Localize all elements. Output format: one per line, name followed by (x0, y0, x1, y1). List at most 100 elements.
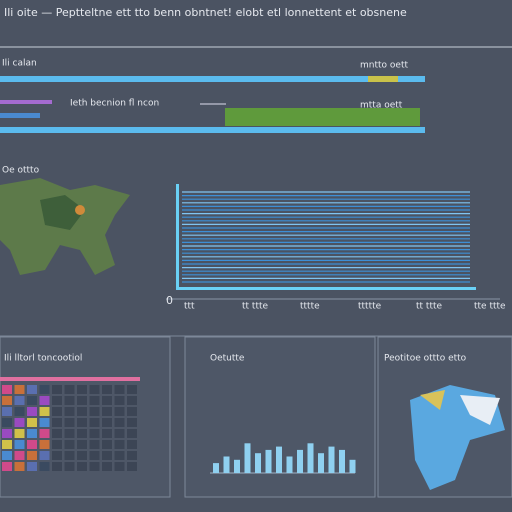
heat-cell (64, 462, 75, 471)
heat-cell (64, 418, 75, 427)
heat-cell (114, 385, 125, 394)
axis (176, 184, 179, 290)
row-label: Ili calan (2, 59, 37, 69)
origin-label: 0 (166, 294, 173, 307)
x-label: ttt (184, 302, 195, 312)
bar (244, 443, 251, 473)
heat-cell (64, 385, 75, 394)
x-label: tte ttte (474, 302, 506, 312)
heat-cell (39, 429, 50, 438)
progress-bar (0, 76, 425, 82)
bar (297, 449, 303, 473)
heat-cell (127, 407, 137, 416)
heat-cell (52, 462, 62, 471)
heat-cell (14, 385, 25, 394)
bar (213, 463, 219, 473)
heat-cell (39, 407, 50, 416)
heat-cell (14, 440, 25, 449)
header-title: Ili oite — Peptteltne ett tto benn obntn… (4, 6, 407, 19)
heat-cell (52, 418, 62, 427)
heat-cell (14, 407, 25, 416)
progress-accent (368, 76, 398, 82)
bar (276, 446, 282, 473)
heat-cell (102, 429, 112, 438)
heat-cell (114, 418, 125, 427)
heat-cell (114, 462, 125, 471)
heat-cell (39, 385, 50, 394)
globe (410, 385, 505, 490)
bar (265, 449, 272, 473)
dense-lines (182, 191, 470, 283)
heat-cell (102, 385, 112, 394)
heat-cell (114, 440, 125, 449)
heat-cell (64, 407, 75, 416)
heat-cell (77, 440, 87, 449)
x-label: tt ttte (416, 302, 443, 312)
heat-cell (89, 396, 100, 405)
bar (255, 453, 261, 473)
heat-cell (2, 462, 12, 471)
heat-cell (89, 429, 100, 438)
heat-cell (64, 451, 75, 460)
heat-cell (102, 462, 112, 471)
row-label: Ieth becnion fl ncon (70, 99, 159, 109)
heat-cell (27, 451, 37, 460)
heat-cell (127, 440, 137, 449)
heat-cell (14, 396, 25, 405)
row-right: mntto oett (360, 61, 408, 71)
heat-cell (2, 440, 12, 449)
bar (223, 456, 230, 473)
heat-cell (77, 396, 87, 405)
heat-cell (102, 396, 112, 405)
accent (0, 113, 40, 118)
heat-cell (52, 407, 62, 416)
bar (234, 459, 240, 473)
heat-cell (114, 429, 125, 438)
heat-cell (39, 396, 50, 405)
bar (318, 453, 324, 473)
heat-cell (89, 407, 100, 416)
heat-cell (127, 385, 137, 394)
heat-cell (27, 396, 37, 405)
heat-cell (102, 407, 112, 416)
heat-cell (2, 429, 12, 438)
heat-cell (14, 451, 25, 460)
heat-cell (114, 407, 125, 416)
heat-cell (127, 396, 137, 405)
heat-cell (52, 396, 62, 405)
heat-cell (77, 385, 87, 394)
green-bar (225, 108, 420, 126)
heat-cell (27, 440, 37, 449)
heat-cell (2, 451, 12, 460)
heat-cell (2, 385, 12, 394)
x-label: tttte (300, 302, 320, 312)
bar (339, 449, 345, 473)
heat-cell (127, 451, 137, 460)
map-title: Oe ottto (2, 166, 40, 176)
bar (307, 443, 314, 473)
heat-cell (77, 407, 87, 416)
heat-cell (64, 440, 75, 449)
heat-cell (27, 418, 37, 427)
heat-cell (127, 429, 137, 438)
heat-cell (52, 451, 62, 460)
accent (0, 377, 140, 381)
heat-cell (89, 440, 100, 449)
heat-cell (89, 451, 100, 460)
heat-cell (77, 418, 87, 427)
world-map (0, 178, 130, 275)
heat-cell (114, 451, 125, 460)
x-label: ttttte (358, 302, 382, 312)
heat-cell (89, 462, 100, 471)
heat-cell (52, 440, 62, 449)
heat-cell (2, 396, 12, 405)
heat-cell (14, 418, 25, 427)
heat-cell (127, 462, 137, 471)
x-label: tt ttte (242, 302, 269, 312)
accent (0, 100, 52, 104)
heat-cell (77, 451, 87, 460)
bar (286, 456, 293, 473)
heat-cell (52, 385, 62, 394)
